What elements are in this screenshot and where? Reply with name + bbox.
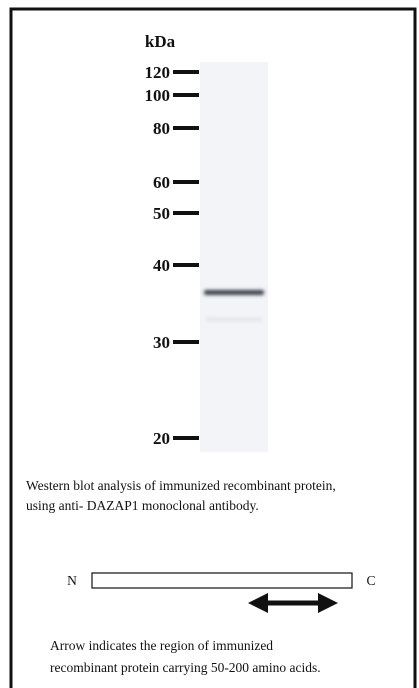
note-line: Arrow indicates the region of immunized xyxy=(50,638,273,653)
marker-bar xyxy=(173,93,199,97)
page: kDa 120 100 80 60 50 40 30 20 Western bl… xyxy=(0,0,419,688)
marker-label: 80 xyxy=(153,119,170,138)
marker-label: 60 xyxy=(153,173,170,192)
blot-lane xyxy=(200,62,268,452)
caption-line: Western blot analysis of immunized recom… xyxy=(26,478,336,493)
note-line: recombinant protein carrying 50-200 amin… xyxy=(50,660,321,675)
marker-bar xyxy=(173,211,199,215)
marker-bar xyxy=(173,70,199,74)
marker-label: 50 xyxy=(153,204,170,223)
marker-label: 40 xyxy=(153,256,170,275)
marker-bar xyxy=(173,263,199,267)
c-terminus: C xyxy=(366,573,375,588)
unit-label: kDa xyxy=(145,32,176,51)
marker-label: 20 xyxy=(153,429,170,448)
marker-bar xyxy=(173,126,199,130)
figure: kDa 120 100 80 60 50 40 30 20 Western bl… xyxy=(0,0,419,688)
marker-label: 100 xyxy=(145,86,171,105)
marker-bar xyxy=(173,340,199,344)
protein-bar xyxy=(92,573,352,588)
marker-bar xyxy=(173,180,199,184)
marker-label: 120 xyxy=(145,63,171,82)
n-terminus: N xyxy=(67,573,77,588)
marker-label: 30 xyxy=(153,333,170,352)
caption-line: using anti- DAZAP1 monoclonal antibody. xyxy=(26,498,259,513)
blot-band xyxy=(204,290,264,295)
faint-band xyxy=(206,318,262,321)
marker-bar xyxy=(173,436,199,440)
